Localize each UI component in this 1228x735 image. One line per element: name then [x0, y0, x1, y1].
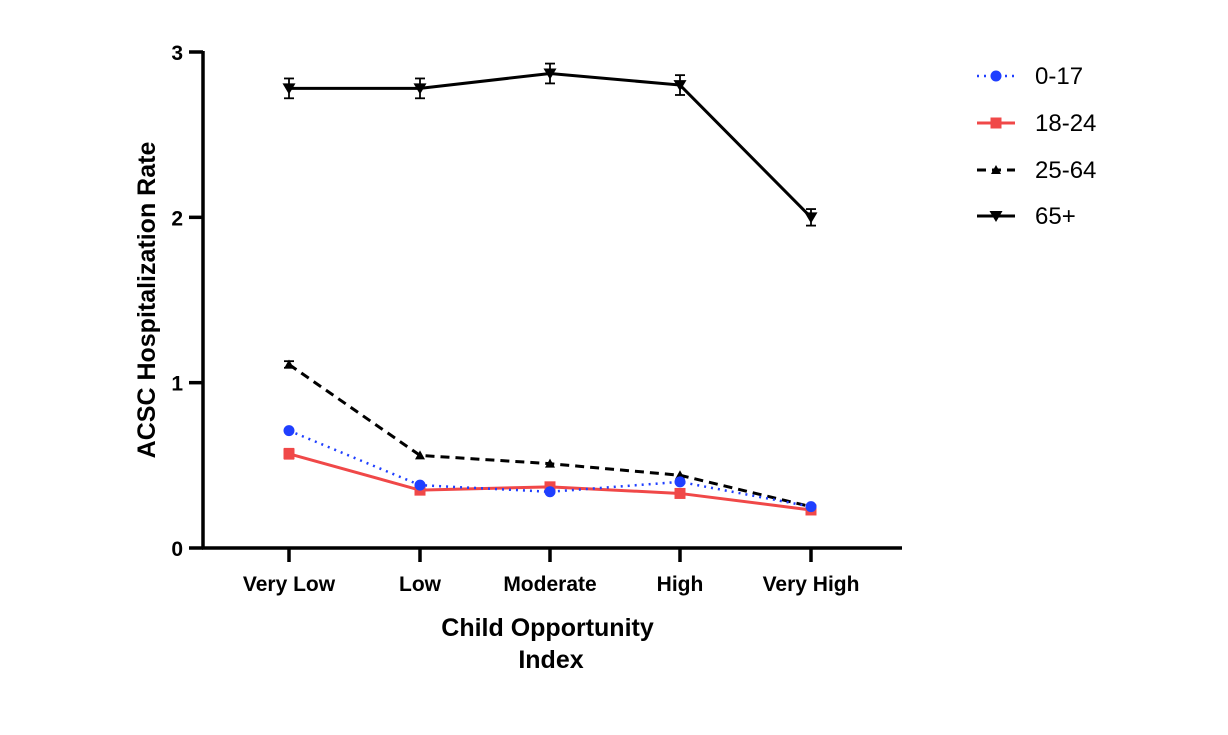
series-65+ [282, 62, 818, 227]
data-point [545, 458, 555, 468]
data-point [415, 450, 425, 460]
y-tick-label: 3 [171, 42, 183, 65]
series-0-17 [283, 425, 817, 513]
y-tick-label: 2 [171, 207, 183, 230]
data-point [284, 359, 294, 369]
legend-marker [989, 211, 1003, 222]
legend-item-65+: 65+ [977, 203, 1076, 230]
x-tick-label: High [657, 573, 704, 596]
data-point [673, 80, 687, 92]
series-18-24 [283, 447, 817, 516]
x-axis-title-line-2: Index [518, 646, 583, 674]
data-point [805, 501, 817, 513]
x-tick-label: Very Low [243, 573, 336, 596]
data-point [674, 476, 686, 488]
data-point [804, 212, 818, 224]
y-tick-label: 1 [171, 373, 183, 396]
y-axis-title: ACSC Hospitalization Rate [133, 142, 161, 459]
legend-label: 0-17 [1035, 63, 1083, 90]
x-tick-label: Low [399, 573, 442, 596]
y-tick-label: 0 [171, 538, 183, 561]
legend-marker [991, 165, 1001, 174]
legend-item-18-24: 18-24 [977, 110, 1096, 137]
legend-item-0-17: 0-17 [977, 63, 1083, 90]
legend-label: 18-24 [1035, 110, 1096, 137]
data-point [543, 68, 557, 80]
data-point [414, 479, 426, 491]
x-tick-label: Moderate [503, 573, 596, 596]
legend-marker [990, 117, 1002, 129]
legend: 0-17 18-24 25-64 65+ [977, 63, 1096, 230]
legend-label: 25-64 [1035, 157, 1096, 184]
data-point [283, 425, 295, 437]
axes: 0 1 2 3 Very Low Low Moderate High Very High [171, 42, 902, 596]
legend-marker [990, 70, 1002, 82]
x-axis-title: Child Opportunity Index [441, 614, 660, 674]
x-axis-title-line-1: Child Opportunity [441, 614, 654, 642]
x-tick-label: Very High [763, 573, 860, 596]
series-line [289, 71, 813, 219]
legend-label: 65+ [1035, 203, 1076, 230]
data-point [282, 83, 296, 95]
data-point [283, 448, 295, 460]
series-layer [282, 62, 818, 516]
data-point [413, 83, 427, 95]
legend-item-25-64: 25-64 [977, 157, 1096, 184]
data-point [544, 486, 556, 498]
data-point [674, 487, 686, 499]
